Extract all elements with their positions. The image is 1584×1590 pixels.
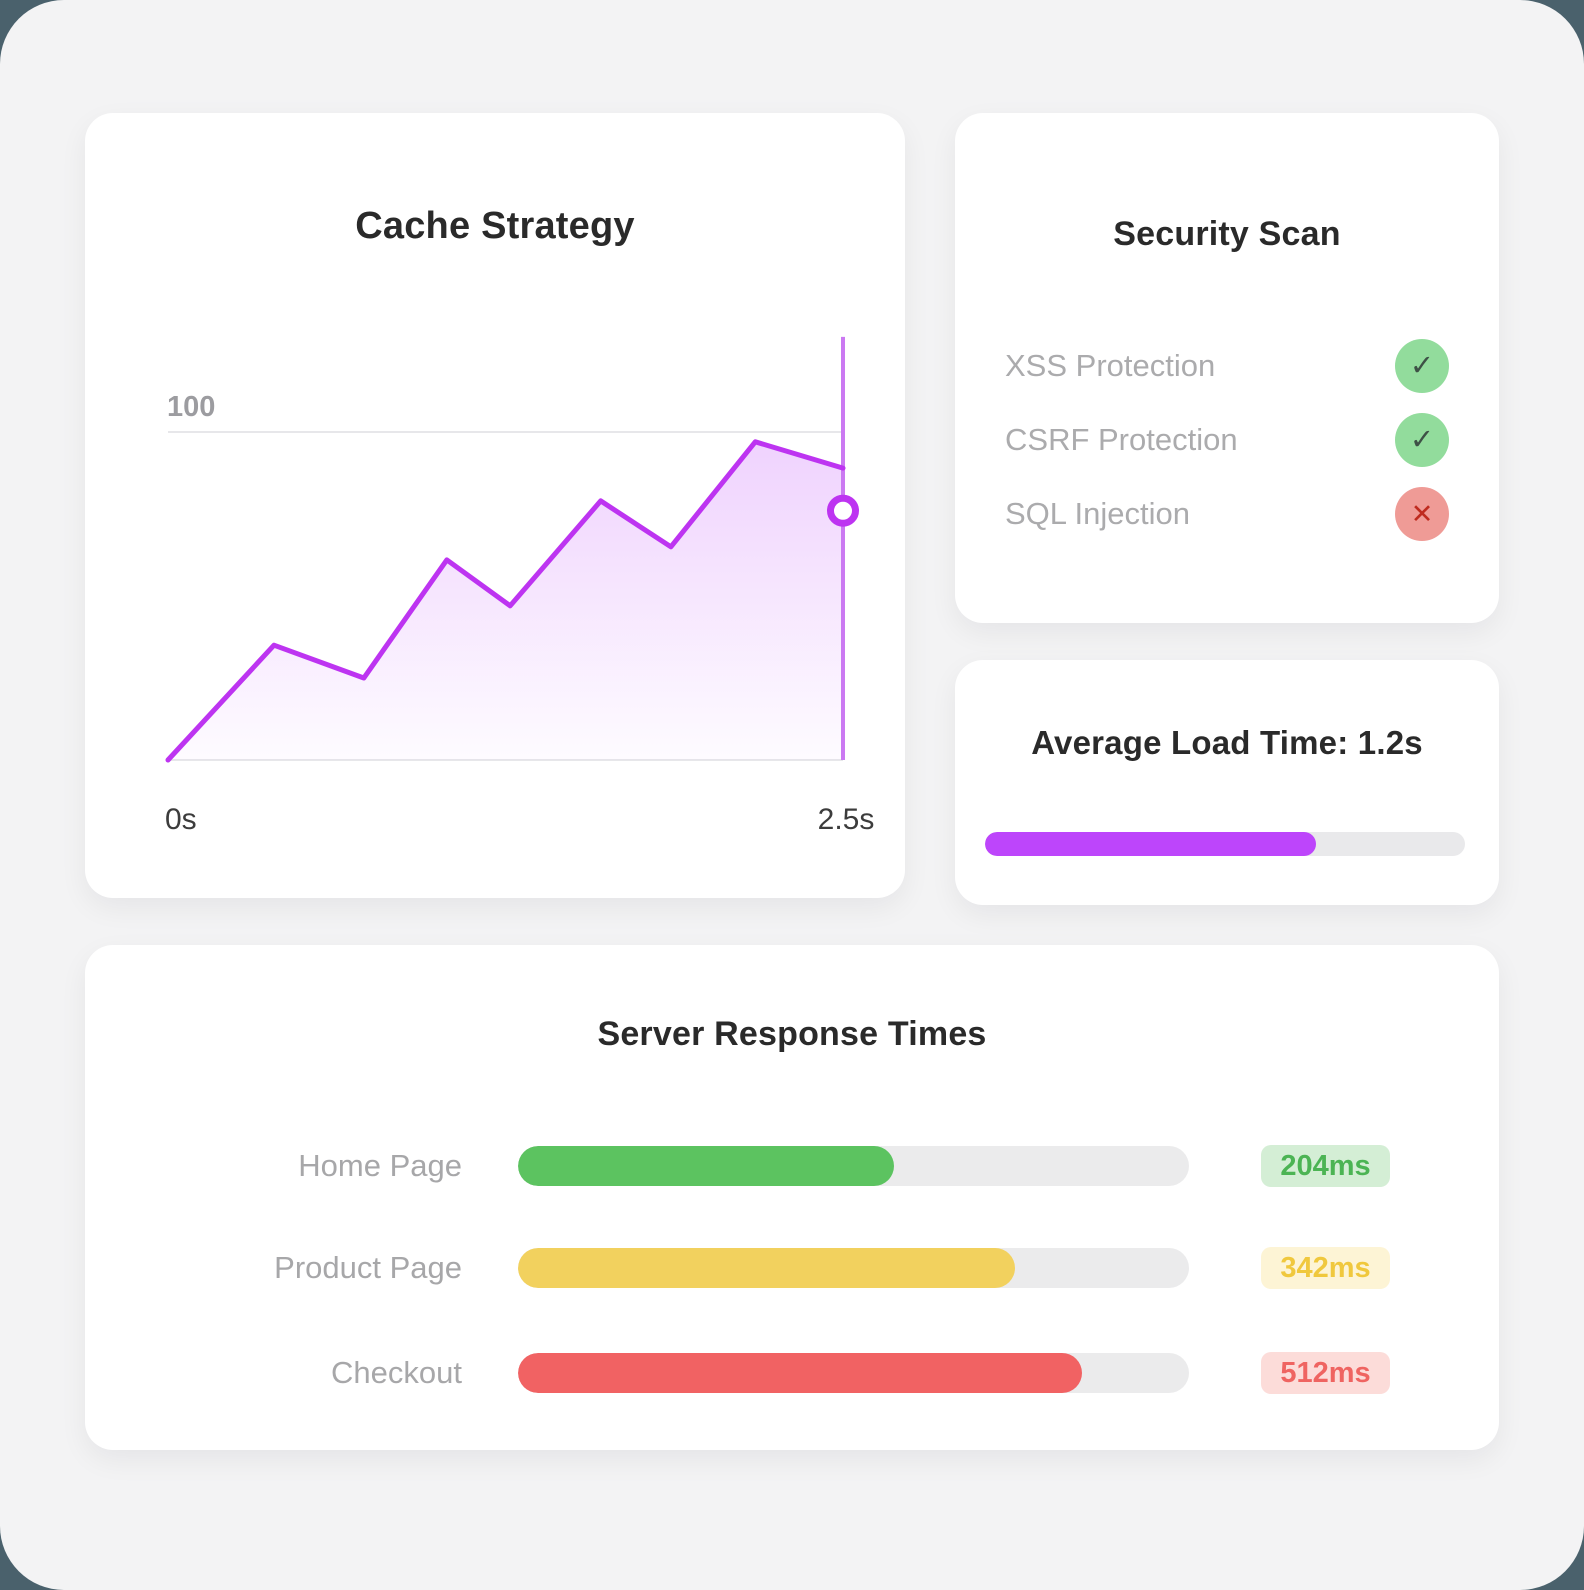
security-item-csrf: CSRF Protection ✓: [1005, 413, 1449, 467]
response-time-badge: 204ms: [1261, 1145, 1390, 1187]
cache-strategy-title: Cache Strategy: [355, 205, 635, 247]
response-bar-fill: [518, 1146, 894, 1186]
cache-strategy-card: Cache Strategy 100 0s 2.5s: [85, 113, 905, 898]
average-load-time-card: Average Load Time: 1.2s: [955, 660, 1499, 905]
server-response-times-card: Server Response Times Home Page 204ms Pr…: [85, 945, 1499, 1450]
series-line: [165, 439, 846, 763]
row-label: Home Page: [298, 1148, 462, 1183]
load-time-progress-track: [985, 832, 1465, 856]
cross-circle-icon: ✕: [1395, 487, 1449, 541]
response-time-badge: 512ms: [1261, 1352, 1390, 1394]
cache-strategy-chart: [165, 336, 859, 763]
y-axis-label-100: 100: [167, 391, 216, 423]
response-bar-track: [518, 1248, 1189, 1288]
check-circle-icon: ✓: [1395, 413, 1449, 467]
cursor-marker-handle[interactable]: [827, 494, 859, 527]
security-item-xss: XSS Protection ✓: [1005, 339, 1449, 393]
server-response-times-title: Server Response Times: [597, 1015, 987, 1053]
response-bar-fill: [518, 1353, 1082, 1393]
average-load-time-title: Average Load Time: 1.2s: [1031, 724, 1423, 761]
response-row-product-page: Product Page 342ms: [85, 1243, 1499, 1293]
x-axis-label-end: 2.5s: [817, 803, 875, 836]
response-row-checkout: Checkout 512ms: [85, 1348, 1499, 1398]
response-bar-track: [518, 1353, 1189, 1393]
x-axis-label-start: 0s: [165, 803, 197, 836]
load-time-progress-fill: [985, 832, 1317, 856]
check-circle-icon: ✓: [1395, 339, 1449, 393]
response-bar-track: [518, 1146, 1189, 1186]
security-item-sql: SQL Injection ✕: [1005, 487, 1449, 541]
row-label: Checkout: [331, 1355, 462, 1390]
security-scan-title: Security Scan: [1113, 215, 1341, 253]
response-time-badge: 342ms: [1261, 1247, 1390, 1289]
security-item-label: CSRF Protection: [1005, 422, 1238, 457]
security-scan-list: XSS Protection ✓ CSRF Protection ✓ SQL I…: [1005, 339, 1449, 561]
response-bar-fill: [518, 1248, 1015, 1288]
security-scan-card: Security Scan XSS Protection ✓ CSRF Prot…: [955, 113, 1499, 623]
security-item-label: XSS Protection: [1005, 348, 1216, 383]
area-fill: [168, 441, 843, 760]
security-item-label: SQL Injection: [1005, 496, 1190, 531]
row-label: Product Page: [274, 1250, 462, 1285]
response-row-home-page: Home Page 204ms: [85, 1141, 1499, 1191]
